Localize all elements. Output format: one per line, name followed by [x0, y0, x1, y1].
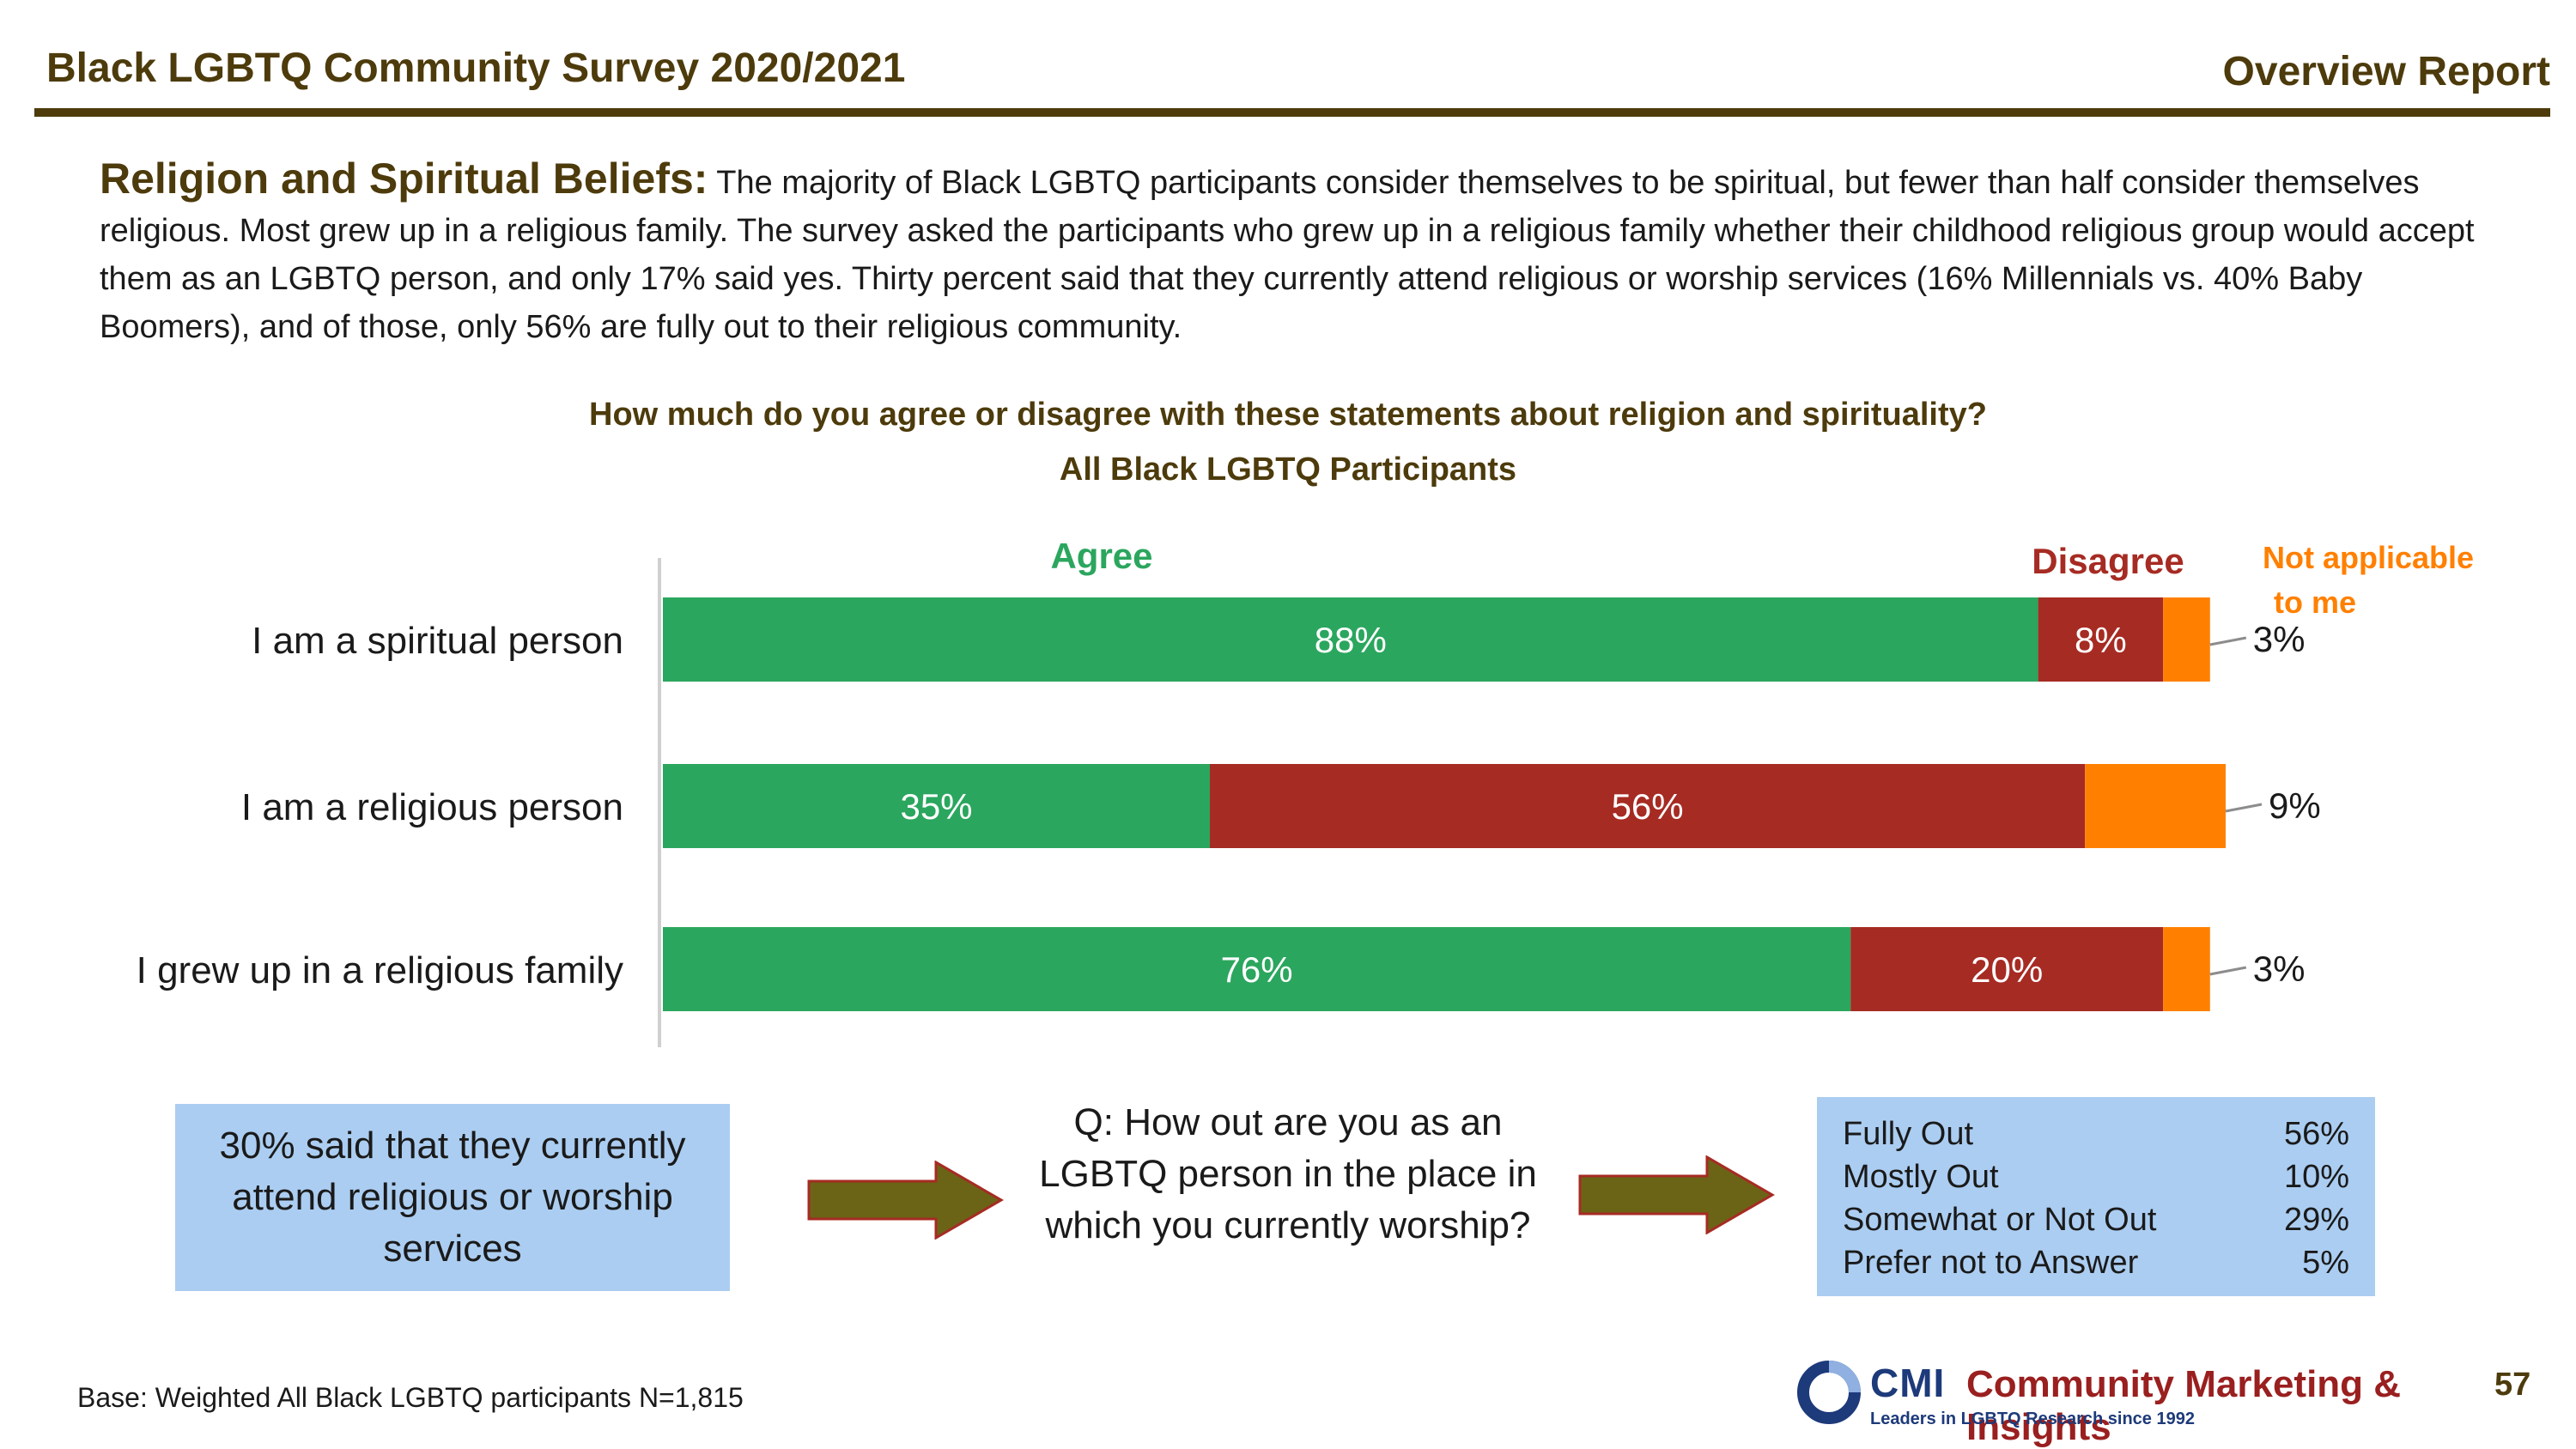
data-label: 3%	[2253, 619, 2306, 659]
bar-segment	[1850, 927, 2164, 1011]
chart-subtitle: All Black LGBTQ Participants	[1059, 452, 1517, 488]
bar-segment	[2163, 927, 2210, 1011]
legend-not-applicable-line2: to me	[2274, 585, 2356, 620]
stacked-bar-chart: Agree Disagree Not applicable to me I am a s…	[137, 536, 2474, 1047]
data-label: 88%	[1315, 620, 1387, 660]
result-row: Prefer not to Answer 5%	[1843, 1241, 2349, 1284]
category-label: I am a religious person	[241, 786, 623, 828]
arrow-right-icon	[807, 1161, 1004, 1240]
result-label: Prefer not to Answer	[1843, 1245, 2139, 1281]
header-title: Black LGBTQ Community Survey 2020/2021	[46, 45, 906, 91]
section-body-text: The majority of Black LGBTQ participants…	[100, 165, 2475, 345]
result-label: Somewhat or Not Out	[1843, 1202, 2157, 1238]
outness-results-box: Fully Out 56% Mostly Out 10% Somewhat or…	[1817, 1097, 2375, 1296]
leader-line	[2225, 803, 2263, 813]
logo-tagline: Leaders in LGBTQ Research since 1992	[1870, 1410, 2195, 1428]
bar-segment	[663, 927, 1851, 1011]
result-row: Fully Out 56%	[1843, 1113, 2349, 1155]
logo-cmi-text: CMI	[1870, 1361, 1946, 1405]
base-note: Base: Weighted All Black LGBTQ participa…	[77, 1382, 744, 1413]
legend-not-applicable: Not applicable	[2263, 540, 2474, 575]
header-report-label: Overview Report	[2222, 49, 2550, 94]
category-label: I am a spiritual person	[252, 620, 623, 662]
section-heading: Religion and Spiritual Beliefs:	[100, 155, 708, 203]
result-value: 29%	[2283, 1202, 2349, 1238]
bar-segment	[663, 764, 1210, 848]
result-row: Somewhat or Not Out 29%	[1843, 1198, 2349, 1241]
data-label: 9%	[2269, 785, 2321, 826]
result-label: Mostly Out	[1843, 1159, 1999, 1195]
result-value: 5%	[2302, 1245, 2349, 1281]
result-label: Fully Out	[1843, 1116, 1974, 1152]
category-label: I grew up in a religious family	[137, 949, 623, 991]
bar-segment	[2163, 597, 2210, 682]
chart-title: How much do you agree or disagree with t…	[589, 397, 1987, 433]
result-row: Mostly Out 10%	[1843, 1155, 2349, 1198]
header-divider	[34, 108, 2550, 117]
page-number: 57	[2494, 1367, 2531, 1403]
attendance-callout-box: 30% said that they currently attend reli…	[175, 1104, 730, 1291]
data-label: 20%	[1971, 949, 2043, 990]
arrow-shape	[807, 1161, 1004, 1240]
result-value: 56%	[2283, 1116, 2349, 1152]
bar-segment	[2038, 597, 2164, 682]
arrow-right-icon	[1578, 1155, 1775, 1234]
arrow-shape	[1578, 1155, 1775, 1234]
cmi-logo-ring-icon	[1797, 1361, 1861, 1424]
cmi-logo: CMI Community Marketing & Insights Leade…	[1795, 1358, 2482, 1448]
result-value: 10%	[2283, 1159, 2349, 1195]
data-label: 8%	[2075, 620, 2127, 660]
leader-line	[2209, 636, 2247, 646]
legend-agree: Agree	[1050, 536, 1152, 576]
leader-line	[2209, 966, 2247, 976]
legend-disagree: Disagree	[2032, 541, 2184, 581]
bar-segment	[663, 597, 2038, 682]
bar-segment	[2085, 764, 2226, 848]
data-label: 3%	[2253, 949, 2306, 989]
logo-company-name: Community Marketing & Insights	[1966, 1363, 2402, 1448]
worship-outness-question: Q: How out are you as an LGBTQ person in…	[1039, 1101, 1537, 1246]
data-label: 56%	[1612, 786, 1684, 827]
section-intro: Religion and Spiritual Beliefs: The majo…	[100, 155, 2487, 351]
bar-segment	[1210, 764, 2086, 848]
data-label: 76%	[1221, 949, 1293, 990]
data-label: 35%	[900, 786, 972, 827]
